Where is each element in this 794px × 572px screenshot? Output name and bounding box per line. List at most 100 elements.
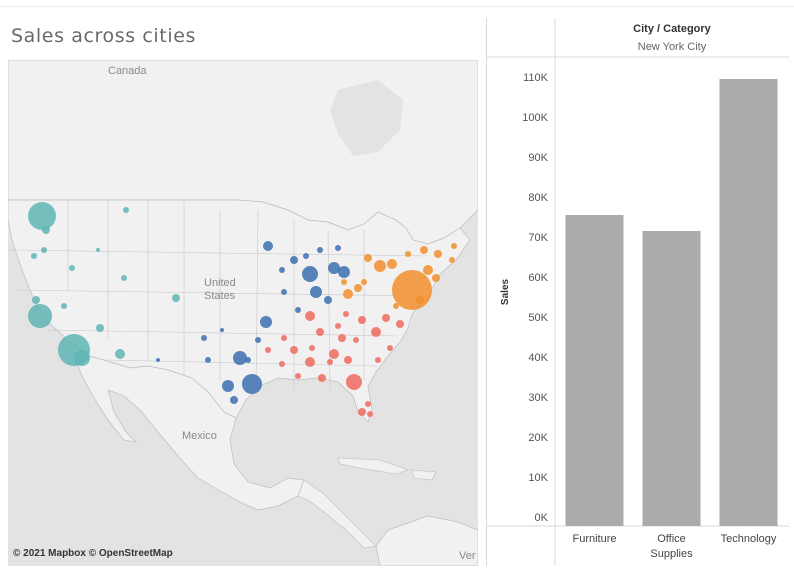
city-bubble[interactable] (310, 286, 322, 298)
city-bubble[interactable] (324, 296, 332, 304)
y-axis-label: Sales (500, 278, 511, 305)
city-bubble[interactable] (316, 328, 324, 336)
y-tick-label: 110K (523, 72, 549, 84)
map-label-united-states: United States (204, 277, 256, 303)
city-bubble[interactable] (358, 408, 366, 416)
city-bubble[interactable] (354, 284, 362, 292)
city-bubble[interactable] (423, 265, 433, 275)
city-bubble[interactable] (416, 296, 424, 304)
city-bubble[interactable] (31, 253, 37, 259)
cuba (337, 457, 409, 475)
y-axis: 0K 10K 20K 30K 40K 50K 60K 70K 80K 90K 100K 110K (522, 72, 548, 524)
city-bubble[interactable] (327, 359, 333, 365)
bar-furniture[interactable] (565, 215, 624, 526)
x-axis: Furniture Office Supplies Technology (572, 533, 776, 560)
city-bubble[interactable] (346, 374, 362, 390)
city-bubble[interactable] (329, 349, 339, 359)
city-bubble[interactable] (32, 296, 40, 304)
city-bubble[interactable] (432, 274, 440, 282)
city-bubble[interactable] (451, 243, 457, 249)
city-bubble[interactable] (263, 241, 273, 251)
city-bubble[interactable] (96, 324, 104, 332)
city-bubble[interactable] (303, 253, 309, 259)
city-bubble[interactable] (115, 349, 125, 359)
city-bubble[interactable] (222, 380, 234, 392)
city-bubble[interactable] (290, 256, 298, 264)
city-bubble[interactable] (230, 396, 238, 404)
city-bubble[interactable] (295, 307, 301, 313)
city-bubble[interactable] (375, 357, 381, 363)
city-bubble[interactable] (449, 257, 455, 263)
city-bubble[interactable] (260, 316, 272, 328)
city-bubble[interactable] (396, 320, 404, 328)
city-bubble[interactable] (335, 323, 341, 329)
city-bubble[interactable] (96, 248, 100, 252)
city-bubble[interactable] (343, 311, 349, 317)
bar-office[interactable] (642, 231, 701, 526)
city-bubble[interactable] (172, 294, 180, 302)
city-bubble[interactable] (318, 374, 326, 382)
city-bubble[interactable] (335, 245, 341, 251)
city-bubble[interactable] (242, 374, 262, 394)
panel-divider (486, 18, 487, 566)
city-bubble[interactable] (374, 260, 386, 272)
city-bubble[interactable] (28, 304, 52, 328)
city-bubble[interactable] (367, 411, 373, 417)
city-bubble[interactable] (305, 311, 315, 321)
city-bubble[interactable] (364, 254, 372, 262)
city-bubble[interactable] (317, 247, 323, 253)
y-tick-label: 90K (528, 152, 548, 164)
city-bubble[interactable] (420, 246, 428, 254)
city-bubble[interactable] (233, 351, 247, 365)
city-bubble[interactable] (121, 275, 127, 281)
city-bubble[interactable] (156, 358, 160, 362)
city-bubble[interactable] (69, 265, 75, 271)
city-bubble[interactable] (387, 259, 397, 269)
city-bubble[interactable] (245, 357, 251, 363)
city-bubble[interactable] (281, 289, 287, 295)
city-bubble[interactable] (365, 401, 371, 407)
city-bubble[interactable] (302, 266, 318, 282)
map-label-us-text: United States (204, 277, 236, 302)
map-bubbles (28, 202, 457, 417)
city-bubble[interactable] (61, 303, 67, 309)
city-bubble[interactable] (281, 335, 287, 341)
city-bubble[interactable] (201, 335, 207, 341)
city-bubble[interactable] (205, 357, 211, 363)
city-bubble[interactable] (338, 266, 350, 278)
city-bubble[interactable] (255, 337, 261, 343)
city-bubble[interactable] (387, 345, 393, 351)
city-bubble[interactable] (279, 267, 285, 273)
city-bubble[interactable] (279, 361, 285, 367)
city-bubble[interactable] (305, 357, 315, 367)
city-bubble[interactable] (265, 347, 271, 353)
south-america (375, 515, 478, 566)
city-bubble[interactable] (220, 328, 224, 332)
city-bubble[interactable] (123, 207, 129, 213)
map-attribution[interactable]: © 2021 Mapbox © OpenStreetMap (13, 548, 173, 559)
city-bubble[interactable] (358, 316, 366, 324)
city-bubble[interactable] (393, 303, 399, 309)
city-bubble[interactable] (338, 334, 346, 342)
sales-map[interactable]: Canada United States Mexico Ver © 2021 M… (8, 60, 478, 566)
city-bubble[interactable] (353, 337, 359, 343)
y-tick-label: 50K (528, 312, 548, 324)
city-bubble[interactable] (328, 262, 340, 274)
city-bubble[interactable] (405, 251, 411, 257)
city-bubble[interactable] (74, 350, 90, 366)
city-bubble[interactable] (382, 314, 390, 322)
bar-technology[interactable] (719, 79, 778, 526)
city-bubble[interactable] (309, 345, 315, 351)
city-bubble[interactable] (343, 289, 353, 299)
city-bubble[interactable] (344, 356, 352, 364)
city-bubble[interactable] (361, 279, 367, 285)
city-bubble[interactable] (290, 346, 298, 354)
top-divider (0, 6, 794, 7)
city-bubble[interactable] (42, 226, 50, 234)
city-bubble[interactable] (28, 202, 56, 230)
city-bubble[interactable] (341, 279, 347, 285)
city-bubble[interactable] (434, 250, 442, 258)
city-bubble[interactable] (295, 373, 301, 379)
city-bubble[interactable] (371, 327, 381, 337)
city-bubble[interactable] (41, 247, 47, 253)
